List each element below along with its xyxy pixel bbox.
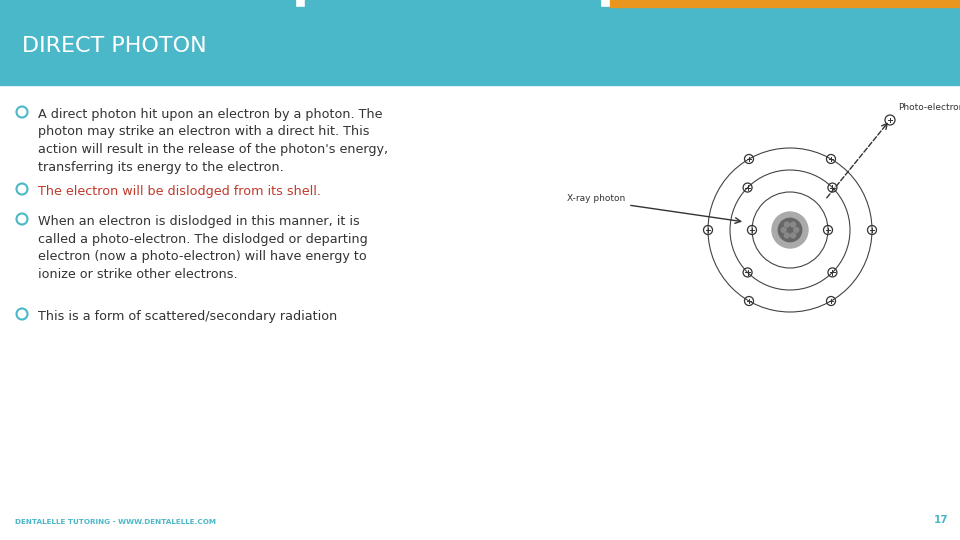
Text: DENTALELLE TUTORING - WWW.DENTALELLE.COM: DENTALELLE TUTORING - WWW.DENTALELLE.COM xyxy=(15,519,216,525)
Text: When an electron is dislodged in this manner, it is
called a photo-electron. The: When an electron is dislodged in this ma… xyxy=(38,215,368,280)
Text: X-ray photon: X-ray photon xyxy=(566,194,625,203)
Circle shape xyxy=(784,233,789,238)
Circle shape xyxy=(779,218,802,242)
Bar xyxy=(610,0,960,7)
Circle shape xyxy=(791,222,796,227)
Circle shape xyxy=(781,227,786,233)
Text: A direct photon hit upon an electron by a photon. The
photon may strike an elect: A direct photon hit upon an electron by … xyxy=(38,108,388,173)
Text: Photo-electron: Photo-electron xyxy=(898,103,960,112)
Circle shape xyxy=(784,222,789,227)
Bar xyxy=(305,0,600,7)
Circle shape xyxy=(794,227,799,233)
Text: DIRECT PHOTON: DIRECT PHOTON xyxy=(22,36,206,56)
Text: The electron will be dislodged from its shell.: The electron will be dislodged from its … xyxy=(38,185,321,198)
Circle shape xyxy=(791,233,796,238)
Bar xyxy=(0,0,295,7)
Text: 17: 17 xyxy=(933,515,948,525)
Bar xyxy=(0,7,960,85)
Text: This is a form of scattered/secondary radiation: This is a form of scattered/secondary ra… xyxy=(38,310,337,323)
Circle shape xyxy=(772,212,808,248)
